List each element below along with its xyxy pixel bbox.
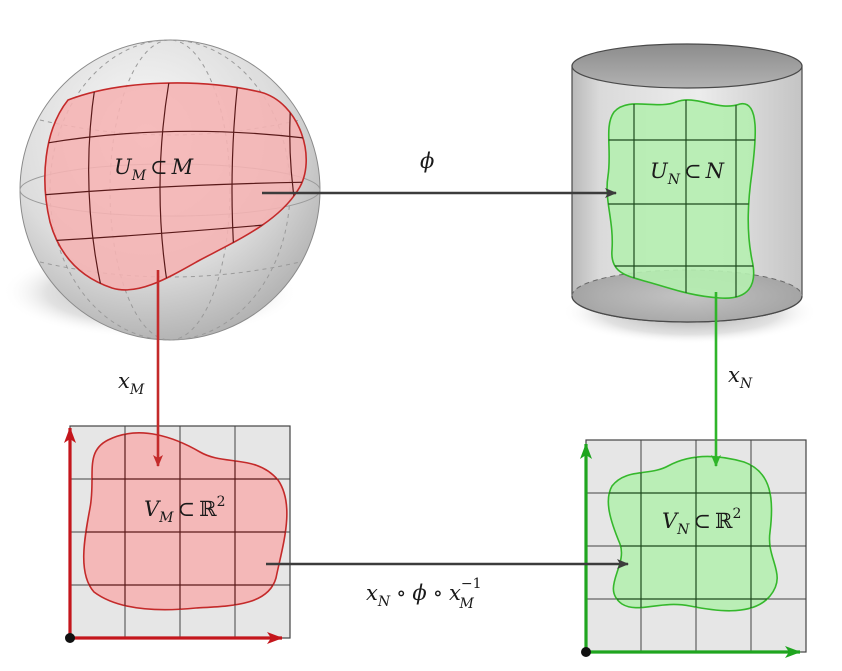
- patch-v-n: [607, 455, 778, 612]
- origin-v-m: [65, 633, 75, 643]
- label-transition-map: xN ∘ ϕ ∘ x−1 M: [366, 576, 482, 612]
- cylinder-manifold-n: [562, 43, 818, 344]
- label-phi: ϕ: [420, 149, 434, 173]
- origin-v-n: [581, 647, 591, 657]
- label-v-m-subset-r2: VM ⊂ ℝ2: [144, 494, 226, 526]
- label-x-m: xM: [118, 369, 145, 398]
- patch-v-m: [82, 432, 288, 611]
- patch-u-m-grid: [44, 82, 307, 290]
- sphere-manifold-m: [2, 39, 321, 341]
- cylinder-top: [571, 43, 803, 89]
- label-x-n: xN: [728, 363, 753, 392]
- label-v-n-subset-r2: VN ⊂ ℝ2: [662, 506, 741, 538]
- label-u-n-subset-n: UN ⊂ N: [650, 159, 725, 188]
- plane-chart-v-n: [580, 439, 807, 658]
- patch-u-n: [606, 99, 757, 299]
- plane-chart-v-m: [64, 425, 291, 644]
- label-u-m-subset-m: UM ⊂ M: [114, 155, 194, 184]
